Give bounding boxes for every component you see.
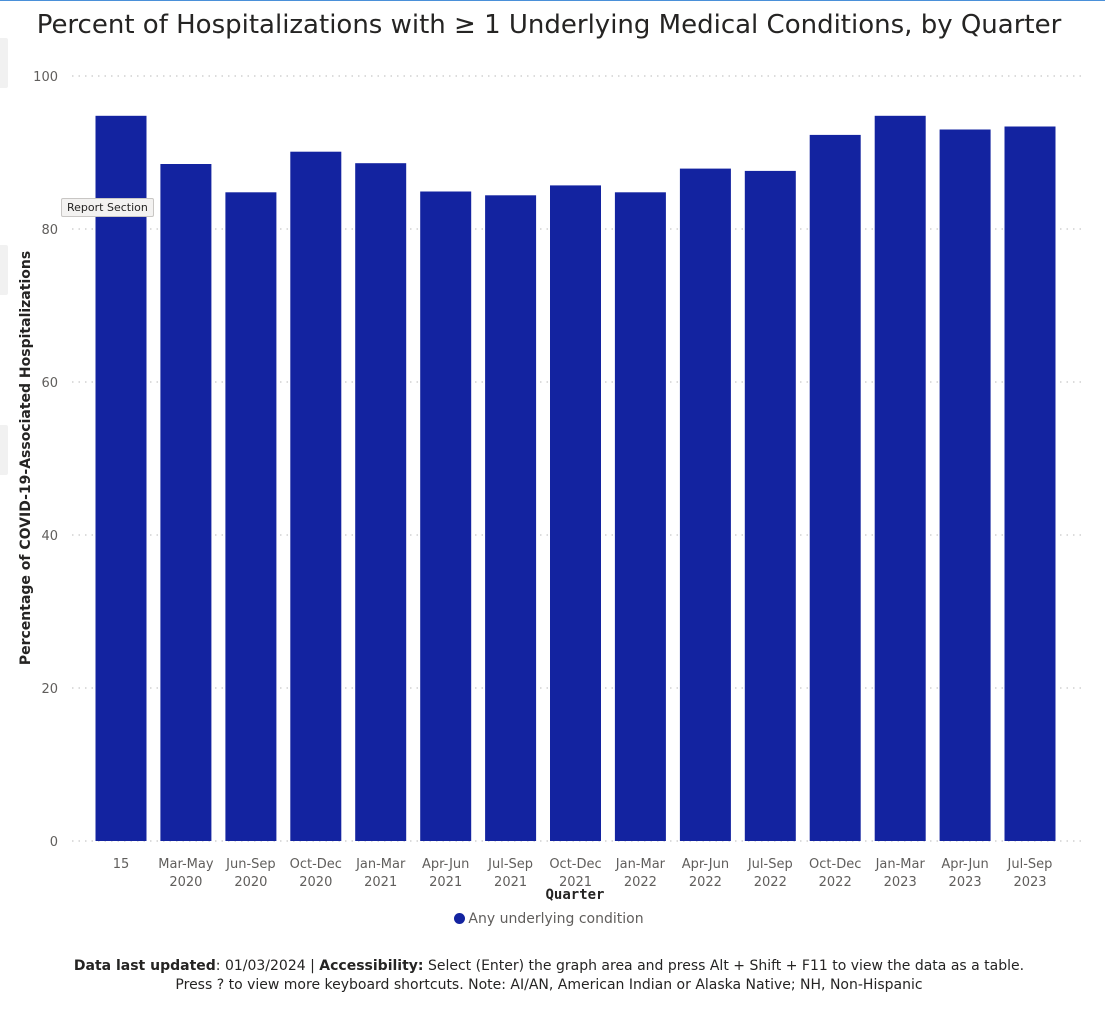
y-tick-label: 0 xyxy=(50,835,58,850)
updated-value: : 01/03/2024 | xyxy=(215,958,320,974)
bar[interactable] xyxy=(485,195,537,842)
x-tick-label: Oct-Dec xyxy=(290,857,342,872)
y-axis-ticks: 0 20 40 60 80 100 xyxy=(33,70,58,850)
bar[interactable] xyxy=(95,115,147,842)
x-tick-label: Jan-Mar xyxy=(875,857,926,872)
x-tick-label: Jul-Sep xyxy=(487,857,533,872)
x-tick-label: Oct-Dec xyxy=(549,857,601,872)
bar[interactable] xyxy=(225,192,277,842)
y-tick-label: 100 xyxy=(33,70,58,85)
x-tick-label-year: 2021 xyxy=(559,875,592,890)
left-panel-tab xyxy=(0,425,8,475)
bar[interactable] xyxy=(679,168,731,842)
legend-marker xyxy=(454,913,466,924)
x-tick-label-year: 2022 xyxy=(624,875,657,890)
x-tick-label: Jun-Sep xyxy=(225,857,276,872)
x-tick-label: Jan-Mar xyxy=(355,857,406,872)
bar[interactable] xyxy=(355,163,407,841)
y-tick-label: 60 xyxy=(41,376,58,391)
bar[interactable] xyxy=(614,192,666,842)
x-tick-label-year: 2023 xyxy=(884,875,917,890)
footer-note: Data last updated: 01/03/2024 | Accessib… xyxy=(0,957,1098,995)
x-tick-label-year: 2021 xyxy=(494,875,527,890)
accessibility-label: Accessibility: xyxy=(319,958,424,974)
x-tick-label-year: 2020 xyxy=(169,875,202,890)
bar[interactable] xyxy=(420,191,472,842)
bar[interactable] xyxy=(550,185,601,841)
bar[interactable] xyxy=(160,164,212,841)
top-border xyxy=(0,0,1105,1)
bars xyxy=(95,115,1056,842)
x-tick-label: Apr-Jun xyxy=(682,857,729,872)
x-tick-label-year: 2020 xyxy=(234,875,267,890)
x-tick-label-year: 2022 xyxy=(754,875,787,890)
updated-label: Data last updated xyxy=(73,958,216,974)
y-axis-title: Percentage of COVID-19-Associated Hospit… xyxy=(18,251,34,665)
x-tick-label: Jul-Sep xyxy=(747,857,793,872)
report-section-tooltip: Report Section xyxy=(61,198,154,217)
x-tick-label: Jan-Mar xyxy=(615,857,666,872)
accessibility-text: Select (Enter) the graph area and press … xyxy=(423,958,1025,974)
x-tick-label-year: 2021 xyxy=(429,875,462,890)
y-tick-label: 40 xyxy=(41,529,58,544)
bar[interactable] xyxy=(874,115,926,842)
bar[interactable] xyxy=(939,129,991,842)
x-tick-label: Jul-Sep xyxy=(1007,857,1053,872)
x-tick-label: Apr-Jun xyxy=(422,857,469,872)
x-tick-label: Oct-Dec xyxy=(809,857,861,872)
bar[interactable] xyxy=(290,151,342,841)
legend[interactable]: Any underlying condition xyxy=(0,911,1098,927)
bar[interactable] xyxy=(744,170,796,841)
x-axis-ticks: 15 Mar-May 2020 Jun-Sep 2020 Oct-Dec 2020 Jan-M… xyxy=(113,857,1053,890)
footer-line-2: Press ? to view more keyboard shortcuts.… xyxy=(175,977,923,993)
footer-line-1: Data last updated: 01/03/2024 | Accessib… xyxy=(0,957,1098,976)
chart-title: Percent of Hospitalizations with ≥ 1 Und… xyxy=(36,10,1062,40)
y-tick-label: 20 xyxy=(41,682,58,697)
legend-label: Any underlying condition xyxy=(468,911,644,927)
x-tick-label-year: 2023 xyxy=(949,875,982,890)
x-tick-label-year: 2022 xyxy=(819,875,852,890)
x-tick-label-year: 2021 xyxy=(364,875,397,890)
left-panel-tab xyxy=(0,245,8,295)
y-tick-label: 80 xyxy=(41,223,58,238)
x-tick-label-year: 2020 xyxy=(299,875,332,890)
x-axis-title: Quarter xyxy=(545,887,604,903)
x-tick-label-year: 2023 xyxy=(1013,875,1046,890)
x-tick-label-year: 2022 xyxy=(689,875,722,890)
bar[interactable] xyxy=(1004,126,1056,842)
x-tick-label: 15 xyxy=(113,857,130,872)
bar-chart[interactable]: 0 20 40 60 80 100 15 Mar-May 2020 Jun-Sep 2020 Oct… xyxy=(0,0,1105,905)
x-tick-label: Apr-Jun xyxy=(941,857,988,872)
left-panel-tab xyxy=(0,38,8,88)
x-tick-label: Mar-May xyxy=(158,857,214,872)
bar[interactable] xyxy=(809,134,861,841)
